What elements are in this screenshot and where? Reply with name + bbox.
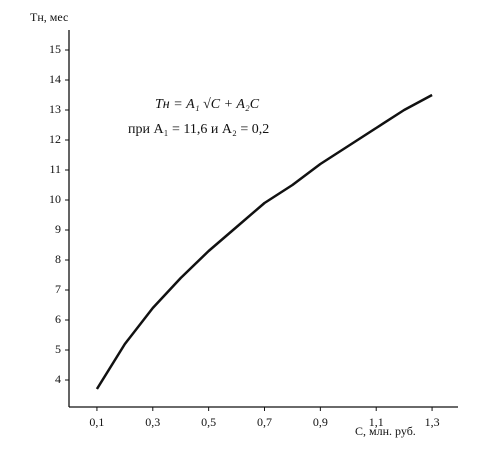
x-tick-label: 0,1 [89,415,104,429]
formula: Tн = A₁ √C + A₂C [155,97,260,112]
x-axis-label: C, млн. руб. [355,424,416,438]
y-tick-label: 14 [49,72,61,86]
y-tick-label: 5 [55,342,61,356]
x-tick-label: 0,7 [257,415,272,429]
y-tick-label: 6 [55,312,61,326]
y-tick-label: 11 [49,162,61,176]
x-tick-label: 1,1 [369,415,384,429]
y-tick-label: 8 [55,252,61,266]
y-axis-label: Tн, мес [30,10,68,24]
y-tick-label: 9 [55,222,61,236]
y-tick-label: 10 [49,192,61,206]
x-tick-label: 0,5 [201,415,216,429]
y-tick-label: 7 [55,282,61,296]
formula-params: при A₁ = 11,6 и A₂ = 0,2 [128,122,269,137]
line [95,93,433,390]
y-tick-label: 15 [49,42,61,56]
x-tick-label: 0,3 [145,415,160,429]
y-tick-label: 4 [55,372,61,386]
x-tick-label: 1,3 [425,415,440,429]
x-tick-label: 0,9 [313,415,328,429]
y-tick-label: 12 [49,132,61,146]
y-tick-label: 13 [49,102,61,116]
